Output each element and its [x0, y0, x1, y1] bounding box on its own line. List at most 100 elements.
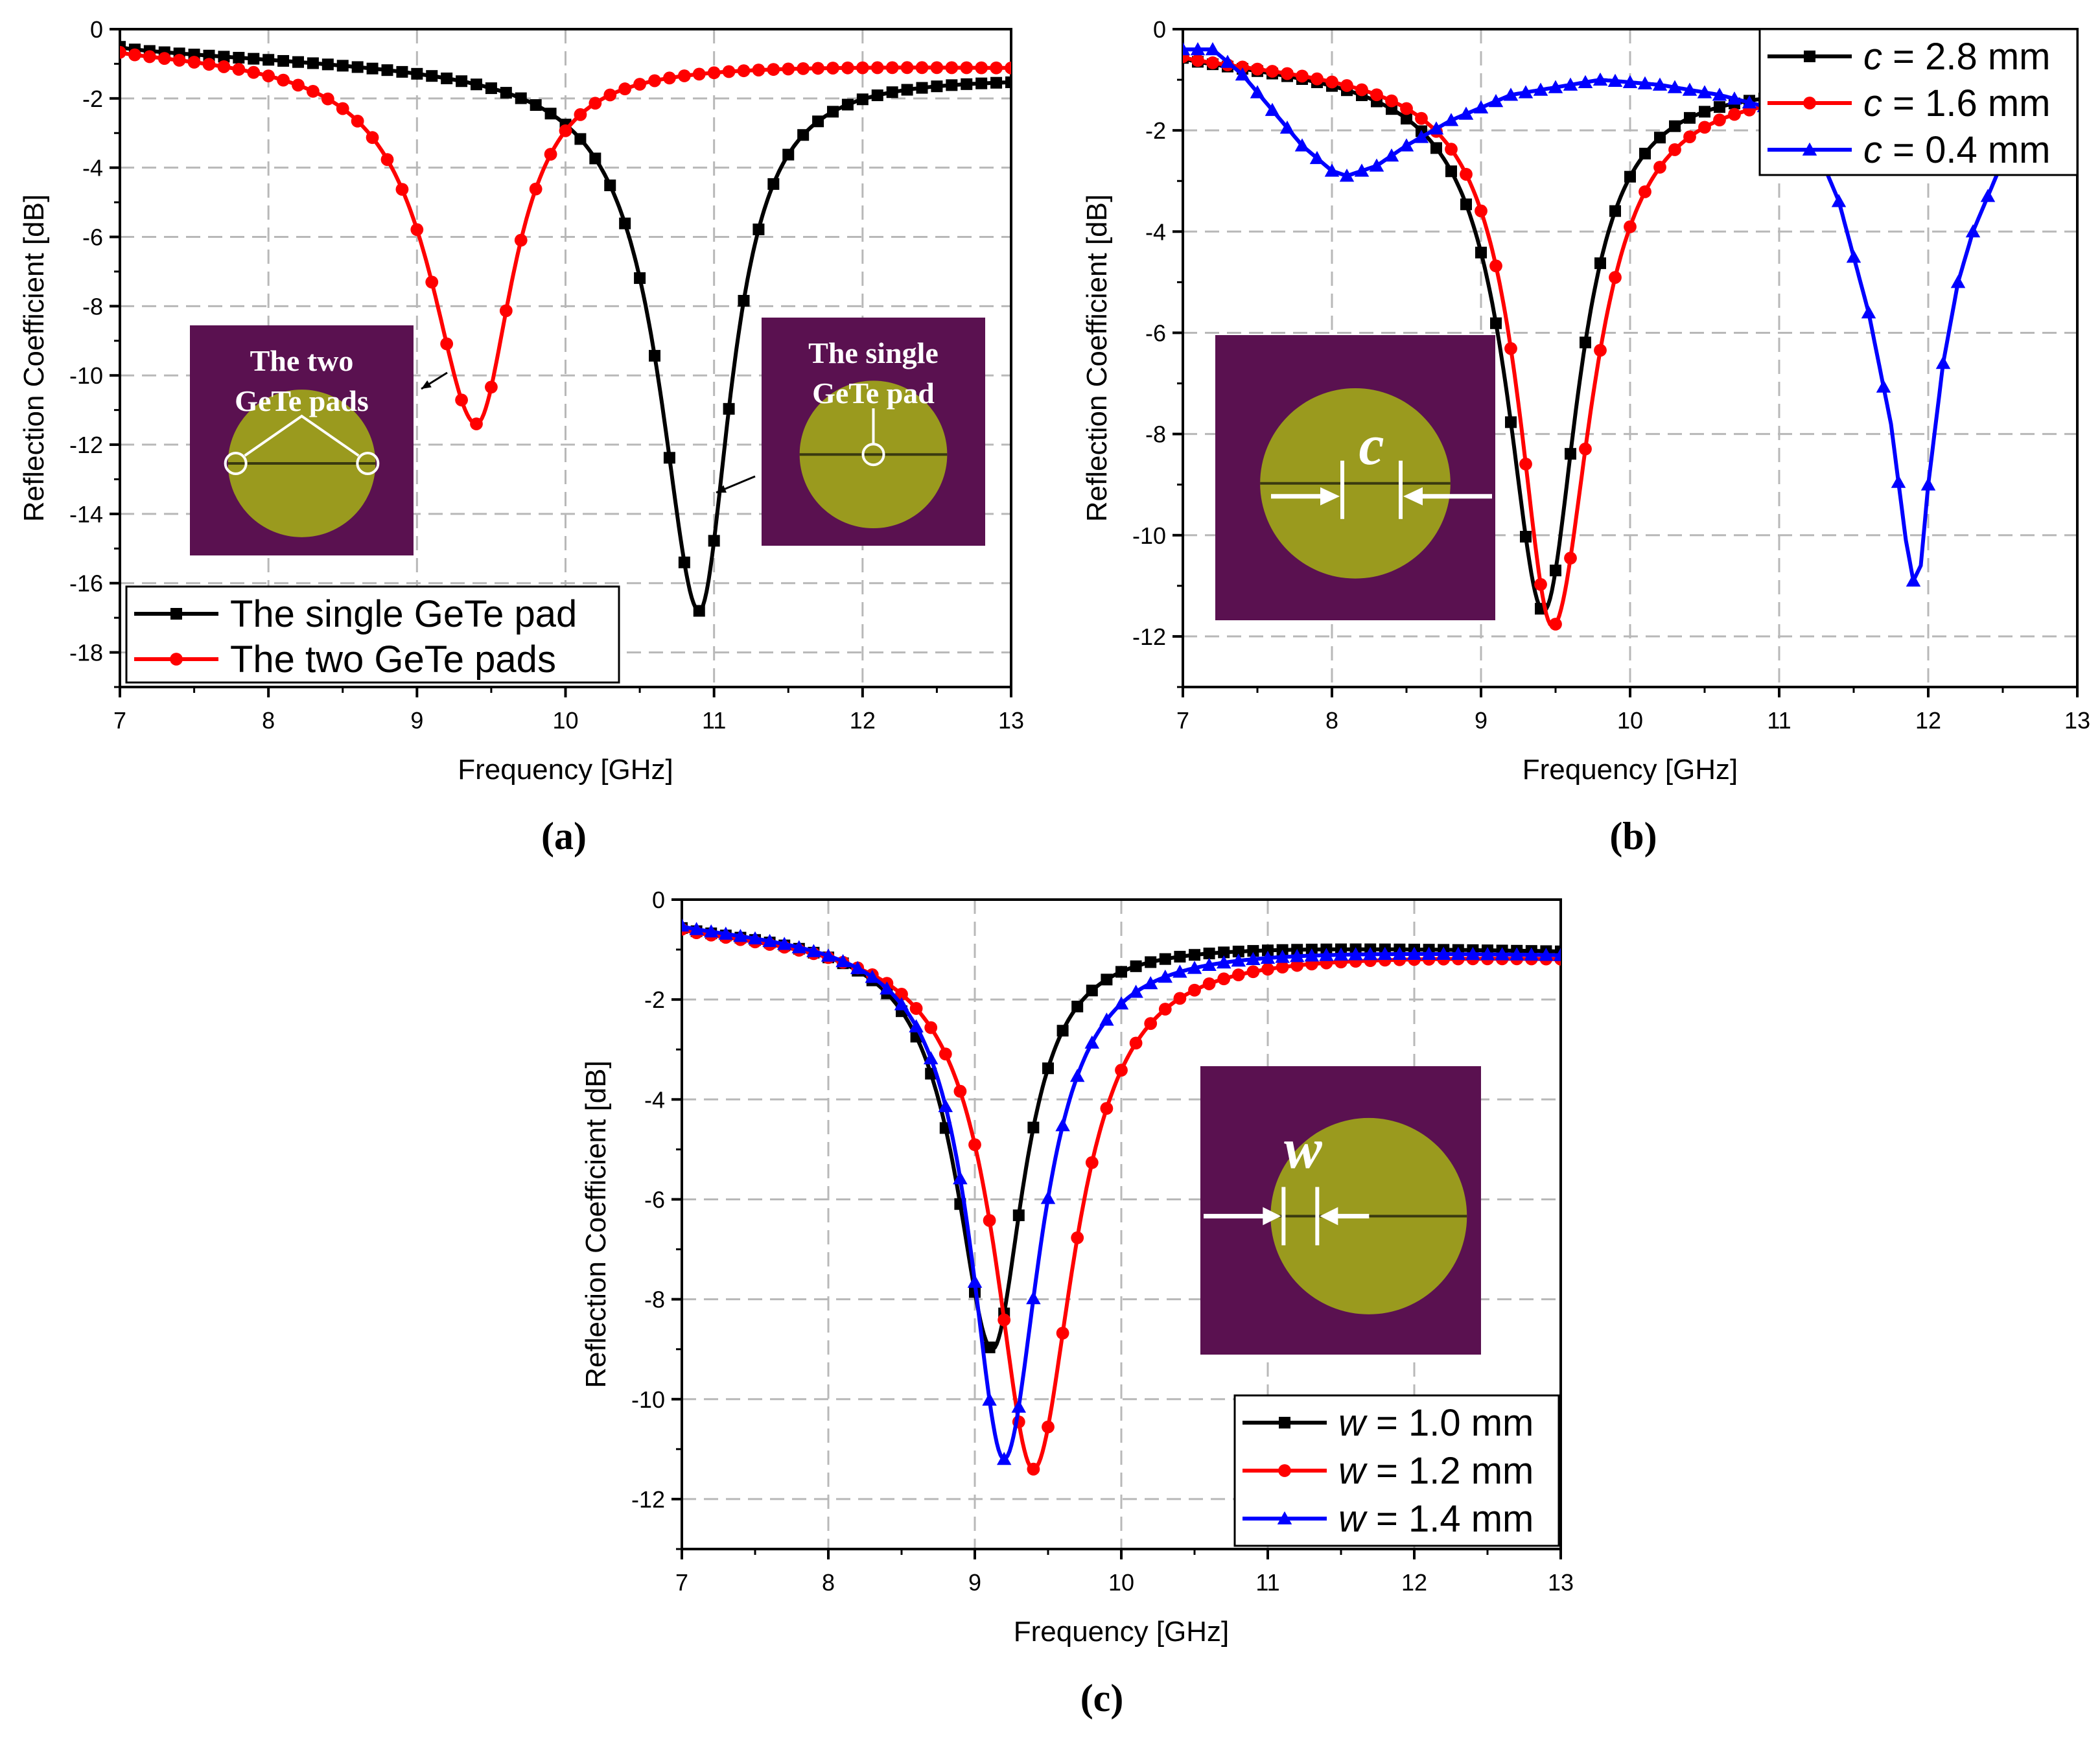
data-point — [1555, 945, 1561, 957]
data-point — [1475, 204, 1488, 218]
data-point — [916, 82, 928, 94]
data-point — [1460, 168, 1473, 181]
data-point — [277, 54, 290, 67]
x-tick-label: 9 — [1475, 707, 1488, 734]
legend-label-2: w = 1.4 mm — [1338, 1498, 1534, 1540]
data-point — [1876, 379, 1891, 393]
data-point — [1624, 170, 1636, 183]
data-point — [901, 84, 913, 96]
legend: c = 2.8 mmc = 1.6 mmc = 0.4 mm — [1758, 28, 2079, 176]
y-tick-label: 0 — [90, 16, 103, 43]
y-tick-label: -12 — [69, 432, 103, 458]
data-point — [425, 275, 439, 289]
y-axis-title: Reflection Coefficient [dB] — [18, 194, 50, 522]
panel-caption: (b) — [1609, 815, 1657, 857]
legend-marker-1 — [1278, 1464, 1291, 1477]
data-point — [603, 88, 617, 102]
series-0 — [120, 41, 1011, 617]
data-point — [1143, 975, 1158, 990]
legend-marker-2 — [1277, 1511, 1292, 1524]
data-point — [1414, 130, 1429, 143]
data-point — [1490, 317, 1502, 329]
data-point — [737, 64, 751, 78]
data-point — [1534, 577, 1547, 591]
data-point — [938, 1099, 953, 1112]
data-point — [1488, 94, 1504, 108]
data-point — [426, 70, 438, 82]
data-point — [648, 74, 661, 87]
data-point — [1458, 106, 1474, 120]
data-point — [485, 380, 498, 394]
data-point — [915, 61, 929, 75]
data-point — [1115, 1064, 1128, 1077]
data-point — [1158, 1003, 1172, 1016]
data-point — [1296, 69, 1309, 83]
data-point — [1191, 54, 1204, 67]
data-point — [158, 52, 171, 65]
data-point — [1682, 82, 1698, 96]
data-point — [821, 948, 836, 962]
data-point — [811, 62, 824, 75]
legend-box — [125, 585, 620, 684]
data-point — [1069, 1068, 1085, 1082]
data-point — [1027, 1462, 1040, 1476]
x-tick-label: 9 — [968, 1569, 981, 1596]
data-point — [1518, 85, 1534, 99]
data-point — [931, 80, 943, 93]
data-point — [1085, 1156, 1099, 1169]
data-point — [218, 51, 230, 63]
data-point — [395, 183, 409, 196]
data-point — [1443, 113, 1459, 126]
data-point — [1289, 949, 1305, 962]
data-point — [1667, 80, 1683, 93]
data-point — [762, 933, 777, 948]
data-point — [1524, 947, 1539, 961]
x-tick-label: 11 — [1255, 1569, 1279, 1596]
data-point — [682, 918, 690, 932]
data-point — [500, 87, 512, 99]
data-point — [1370, 88, 1383, 102]
data-point — [1451, 946, 1466, 961]
data-point — [381, 64, 393, 76]
data-point — [1333, 947, 1349, 961]
arrow-head — [1320, 1207, 1338, 1226]
data-point — [841, 61, 854, 75]
data-point — [604, 179, 616, 191]
data-point — [1290, 959, 1304, 972]
x-tick-label: 8 — [822, 1569, 835, 1596]
data-point — [470, 417, 483, 430]
data-point — [1445, 143, 1458, 156]
x-tick-label: 8 — [1325, 707, 1338, 734]
data-point — [1071, 1000, 1084, 1012]
gete-pad-marker — [224, 452, 248, 475]
data-point — [1609, 205, 1621, 217]
data-point — [1319, 948, 1334, 961]
data-point — [456, 75, 468, 87]
data-point — [574, 133, 587, 145]
legend-label-1: c = 1.6 mm — [1863, 82, 2050, 124]
data-point — [1220, 54, 1235, 68]
legend: w = 1.0 mmw = 1.2 mmw = 1.4 mm — [1233, 1394, 1560, 1547]
y-tick-label: 0 — [652, 887, 665, 913]
data-point — [1005, 62, 1011, 75]
data-point — [411, 67, 423, 80]
series-1 — [120, 45, 1011, 430]
data-point — [1354, 163, 1370, 177]
legend-marker-2 — [1802, 142, 1817, 156]
x-tick-label: 7 — [1176, 707, 1189, 734]
data-point — [441, 72, 453, 84]
data-point — [529, 182, 542, 196]
gete-pad-marker — [356, 452, 380, 475]
data-point — [1042, 1420, 1055, 1434]
data-point — [1231, 968, 1245, 982]
data-point — [1727, 91, 1742, 105]
data-point — [1965, 224, 1981, 238]
y-tick-label: -10 — [69, 362, 103, 389]
data-point — [996, 1452, 1012, 1465]
data-point — [1564, 552, 1577, 565]
inset-label: The single — [808, 336, 939, 369]
data-point — [1430, 142, 1442, 154]
legend-marker-1 — [1803, 97, 1816, 110]
